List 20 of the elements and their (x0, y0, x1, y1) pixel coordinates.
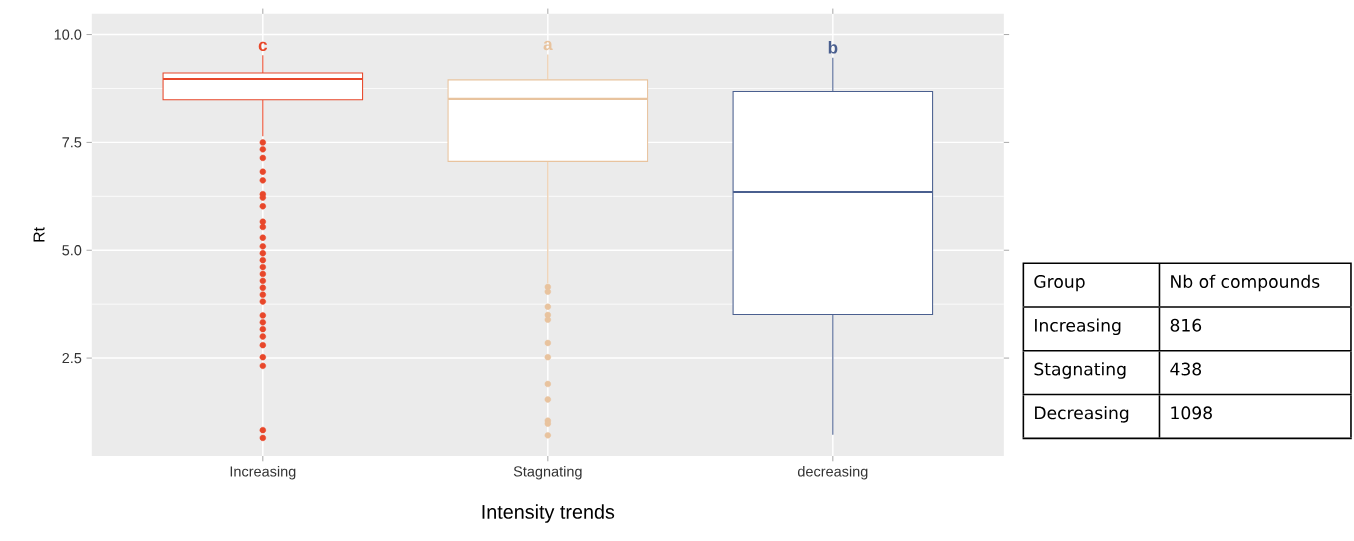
text: Increasing (1035, 318, 1121, 336)
y-tick-label: 10.0 (54, 29, 82, 40)
text: 1098 (1171, 406, 1212, 420)
x-tick-label: Increasing (230, 465, 296, 480)
x-tick-label: decreasing (797, 465, 868, 480)
text: 816 (1170, 318, 1202, 332)
y-axis-title: Rt (33, 227, 45, 242)
annotation: c (258, 41, 268, 51)
text: 438 (1170, 362, 1202, 376)
x-axis-title: Intensity trends (482, 504, 615, 523)
y-tick-label: 5.0 (62, 245, 82, 256)
text: Decreasing (1035, 406, 1129, 423)
text: Nb of compounds (1171, 274, 1320, 292)
text: Stagnating (1034, 362, 1126, 379)
x-tick-label: Stagnating (513, 465, 582, 480)
annotation: a (543, 40, 553, 51)
annotation: b (828, 40, 838, 54)
y-tick-label: 7.5 (62, 137, 82, 148)
y-tick-label: 2.5 (62, 352, 82, 364)
text: Group (1034, 274, 1085, 292)
